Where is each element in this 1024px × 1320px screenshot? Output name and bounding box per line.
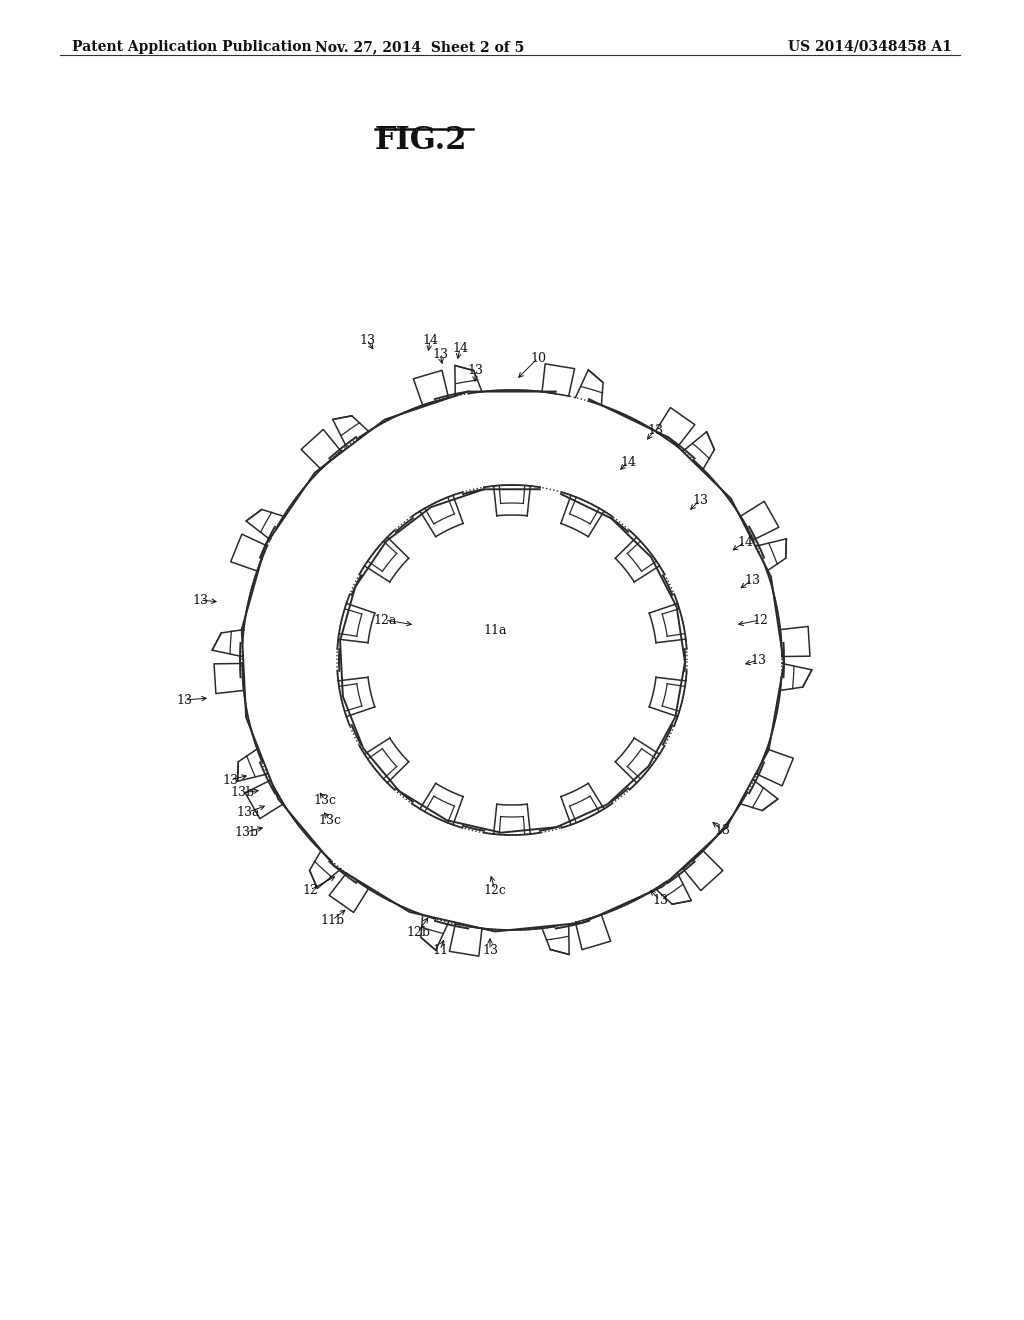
Text: 12c: 12c [483, 883, 507, 896]
Text: 13c: 13c [318, 813, 341, 826]
Text: 13b: 13b [230, 787, 254, 800]
Text: Patent Application Publication: Patent Application Publication [72, 40, 311, 54]
Text: Nov. 27, 2014  Sheet 2 of 5: Nov. 27, 2014 Sheet 2 of 5 [315, 40, 524, 54]
Text: 12b: 12b [406, 925, 430, 939]
Text: 11b: 11b [319, 913, 344, 927]
Text: 12a: 12a [374, 614, 396, 627]
Text: 13: 13 [432, 347, 449, 360]
Text: 13c: 13c [313, 793, 337, 807]
Text: 13: 13 [744, 573, 760, 586]
Text: 13: 13 [482, 944, 498, 957]
Text: 14: 14 [422, 334, 438, 346]
Text: 13: 13 [176, 693, 193, 706]
Text: 13: 13 [647, 424, 663, 437]
Text: 13: 13 [692, 494, 708, 507]
Text: 10: 10 [530, 351, 546, 364]
Text: 13: 13 [714, 824, 730, 837]
Text: FIG.2: FIG.2 [375, 125, 468, 156]
Text: 13b: 13b [233, 825, 258, 838]
Text: 13: 13 [750, 653, 766, 667]
Text: US 2014/0348458 A1: US 2014/0348458 A1 [788, 40, 952, 54]
Text: 11a: 11a [483, 623, 507, 636]
Text: 13: 13 [222, 774, 238, 787]
Text: 13: 13 [652, 894, 668, 907]
Text: 14: 14 [452, 342, 468, 355]
Text: 13a: 13a [237, 805, 260, 818]
Text: 14: 14 [737, 536, 753, 549]
Text: 11: 11 [432, 944, 449, 957]
Text: 13: 13 [193, 594, 208, 606]
Text: 12: 12 [302, 883, 317, 896]
Text: 14: 14 [620, 455, 636, 469]
Text: 13: 13 [467, 363, 483, 376]
Text: 12: 12 [752, 614, 768, 627]
Text: 13: 13 [359, 334, 375, 346]
